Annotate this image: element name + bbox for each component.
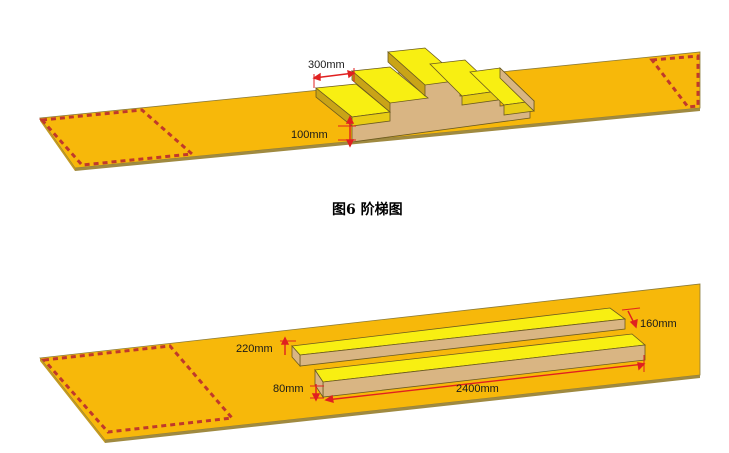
dimension-beam-length-label: 2400mm: [456, 383, 499, 395]
placement-marker-right: [649, 54, 700, 109]
placement-marker-left: [38, 108, 196, 167]
beam-figure: 220mm 80mm 160mm 2400mm: [39, 283, 701, 443]
beam-upper: [291, 307, 627, 368]
dimension-beam-length: [324, 355, 646, 403]
stair-block: [314, 47, 535, 143]
dimension-spacing-label: 220mm: [236, 343, 273, 355]
dimension-beam-width-label: 160mm: [640, 318, 677, 330]
dimension-beam-height-label: 80mm: [273, 383, 304, 395]
figure-caption: 图6 阶梯图: [332, 201, 403, 218]
dimension-beam-width: [621, 307, 641, 329]
dimension-spacing: [280, 336, 296, 355]
step-mid-left-front: [351, 70, 391, 113]
dimension-beam-height: [310, 384, 324, 402]
step-mid-right-face: [461, 90, 499, 106]
placement-marker-left-2: [40, 344, 235, 434]
base-plank-left-edge: [40, 118, 75, 171]
dimension-width-label: 300mm: [308, 59, 345, 71]
beam-lower: [314, 333, 646, 399]
base-plank-2-left-edge: [40, 358, 105, 443]
stair-figure: 300mm 100mm: [38, 47, 701, 171]
base-plank-edge: [75, 108, 700, 171]
step-low-right-side: [499, 67, 535, 112]
dimension-height-label: 100mm: [291, 129, 328, 141]
base-plank-2-edge: [105, 375, 700, 443]
dimension-height: [338, 115, 356, 148]
dimension-width: [312, 68, 356, 88]
step-top-front: [387, 51, 426, 97]
beam-lower-end: [314, 368, 324, 399]
beam-upper-end: [291, 344, 301, 368]
